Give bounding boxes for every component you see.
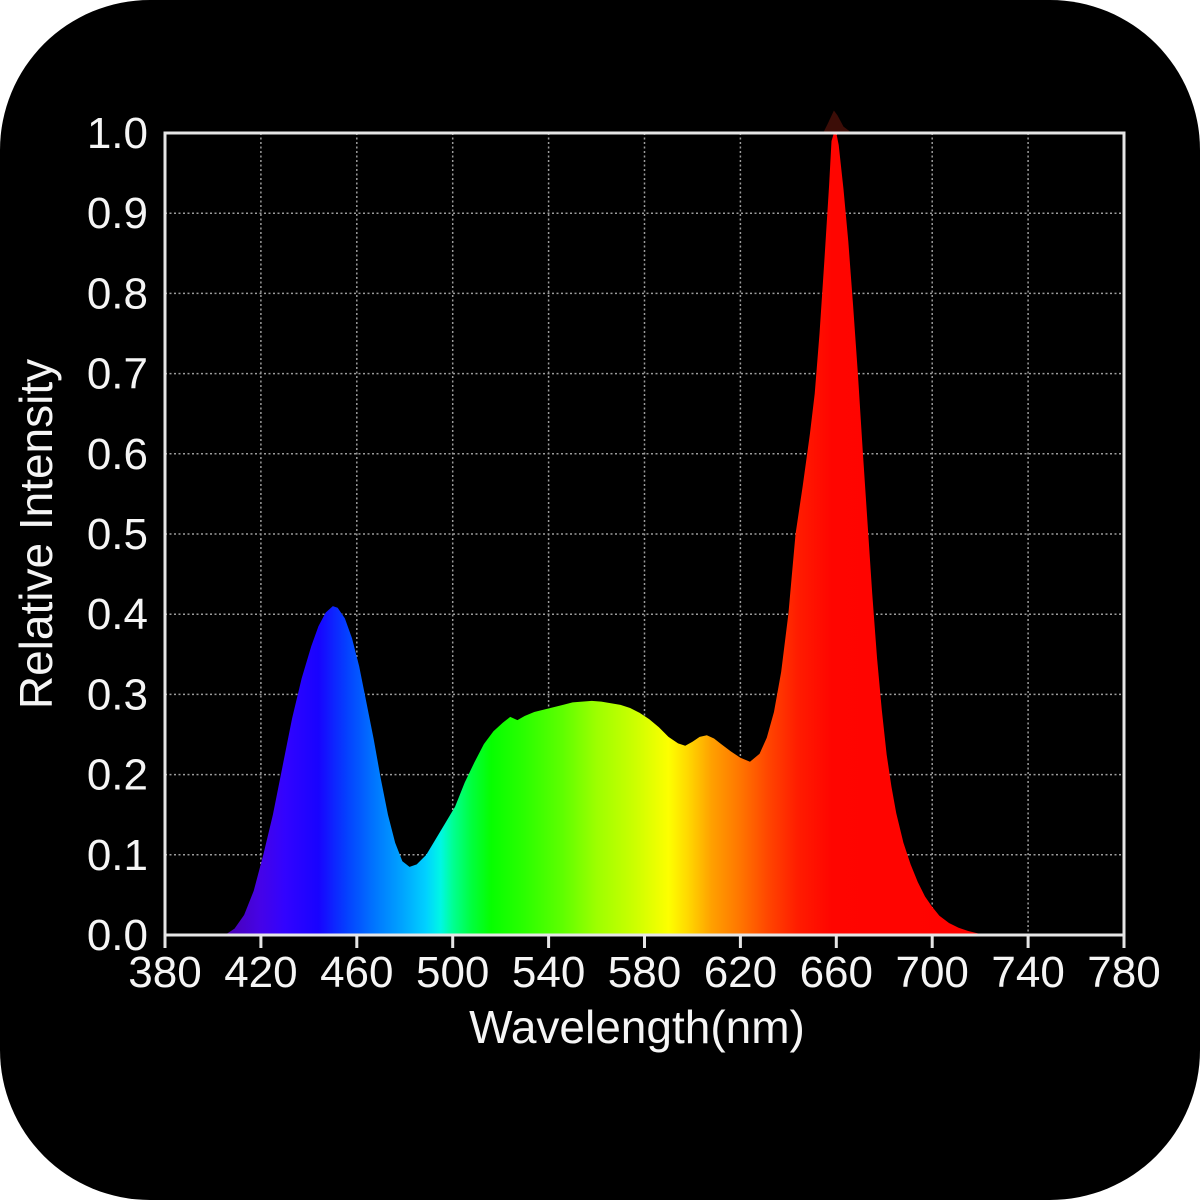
y-tick-label: 0.3 <box>87 670 148 719</box>
x-tick-label: 700 <box>895 948 968 997</box>
y-tick-label: 0.0 <box>87 911 148 960</box>
y-axis-title: Relative Intensity <box>10 359 62 709</box>
x-tick-label: 580 <box>608 948 681 997</box>
x-tick-label: 660 <box>800 948 873 997</box>
y-tick-label: 0.8 <box>87 269 148 318</box>
x-tick-label: 420 <box>224 948 297 997</box>
y-tick-label: 0.5 <box>87 510 148 559</box>
x-tick-label: 540 <box>512 948 585 997</box>
y-tick-label: 0.2 <box>87 751 148 800</box>
x-tick-label: 780 <box>1087 948 1160 997</box>
spectrum-area-curve <box>224 133 988 935</box>
x-axis-title: Wavelength(nm) <box>469 1001 805 1053</box>
red-peak-overflow <box>823 110 852 133</box>
y-tick-label: 0.7 <box>87 350 148 399</box>
y-tick-label: 1.0 <box>87 109 148 158</box>
x-tick-label: 460 <box>320 948 393 997</box>
y-tick-label: 0.1 <box>87 831 148 880</box>
y-tick-label: 0.4 <box>87 590 148 639</box>
y-tick-label: 0.9 <box>87 189 148 238</box>
x-tick-label: 500 <box>416 948 489 997</box>
x-tick-label: 740 <box>991 948 1064 997</box>
y-tick-label: 0.6 <box>87 430 148 479</box>
x-tick-label: 380 <box>128 948 201 997</box>
x-tick-label: 620 <box>704 948 777 997</box>
